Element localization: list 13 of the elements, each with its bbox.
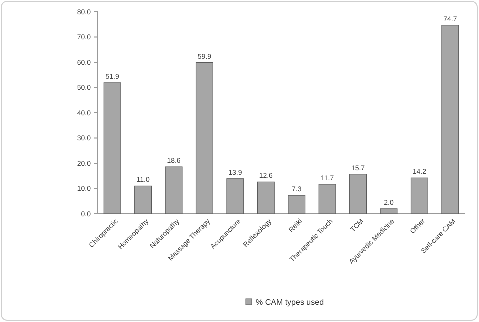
bar [134,186,152,214]
bar [196,62,214,214]
bar [104,82,122,214]
bar [165,166,183,214]
bar [350,174,368,214]
bar [226,178,244,214]
bar [318,184,336,214]
bar [288,195,306,214]
bar [257,182,275,214]
bar [380,208,398,214]
legend-label: % CAM types used [256,298,324,307]
bar [410,178,428,214]
bar [442,25,460,214]
